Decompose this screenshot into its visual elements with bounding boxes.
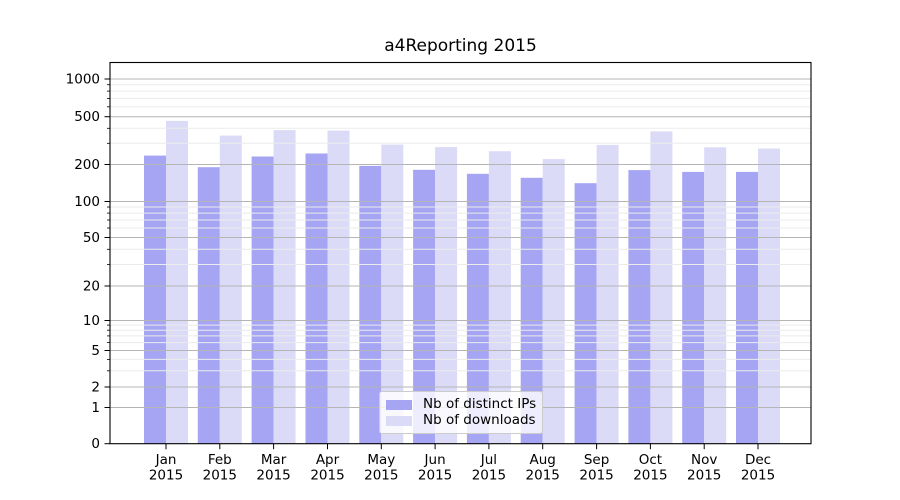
bar-nb-of-downloads-sep — [596, 144, 619, 444]
tick-label-x-jan: Jan — [155, 452, 177, 468]
bar-nb-of-downloads-apr — [327, 130, 350, 444]
bar-nb-of-distinct-ips-sep — [574, 183, 597, 444]
tick-label-x-mar: Mar — [261, 452, 287, 468]
bar-nb-of-distinct-ips-may — [359, 165, 382, 444]
chart-title: a4Reporting 2015 — [384, 36, 537, 56]
legend-label-downloads: Nb of downloads — [423, 412, 536, 428]
legend-label-distinct-ips: Nb of distinct IPs — [423, 396, 537, 412]
tick-label-y-0: 0 — [91, 436, 100, 452]
bar-nb-of-distinct-ips-oct — [628, 170, 651, 444]
bar-nb-of-distinct-ips-feb — [197, 167, 220, 444]
bar-nb-of-distinct-ips-jul — [466, 173, 489, 444]
bar-nb-of-distinct-ips-apr — [305, 153, 328, 444]
tick-label-x-apr-year: 2015 — [310, 468, 344, 484]
bar-nb-of-distinct-ips-jun — [413, 169, 436, 444]
tick-label-x-may-year: 2015 — [364, 468, 398, 484]
tick-label-x-sep-year: 2015 — [579, 468, 613, 484]
tick-label-x-aug-year: 2015 — [526, 468, 560, 484]
tick-label-x-sep: Sep — [584, 452, 609, 468]
legend: Nb of distinct IPs Nb of downloads — [379, 391, 543, 434]
tick-label-x-jun-year: 2015 — [418, 468, 452, 484]
legend-item-downloads: Nb of downloads — [386, 413, 536, 428]
bar-nb-of-downloads-feb — [219, 135, 242, 444]
tick-label-x-jul: Jul — [480, 452, 497, 468]
tick-label-x-nov-year: 2015 — [687, 468, 721, 484]
tick-label-x-oct-year: 2015 — [633, 468, 667, 484]
tick-label-x-nov: Nov — [691, 452, 717, 468]
tick-label-x-oct: Oct — [639, 452, 662, 468]
tick-label-x-feb-year: 2015 — [203, 468, 237, 484]
bar-nb-of-downloads-nov — [704, 147, 727, 444]
tick-label-y-20: 20 — [83, 279, 100, 295]
bar-nb-of-downloads-aug — [542, 159, 565, 444]
tick-label-x-mar-year: 2015 — [256, 468, 290, 484]
tick-label-x-dec-year: 2015 — [741, 468, 775, 484]
bar-nb-of-downloads-jan — [166, 120, 188, 444]
tick-label-x-jan-year: 2015 — [149, 468, 183, 484]
tick-label-y-500: 500 — [74, 109, 100, 125]
tick-label-x-feb: Feb — [208, 452, 232, 468]
bar-nb-of-distinct-ips-jan — [144, 155, 166, 444]
tick-label-y-1: 1 — [91, 400, 100, 416]
bar-nb-of-distinct-ips-nov — [682, 171, 705, 444]
tick-label-y-10: 10 — [83, 313, 100, 329]
bar-nb-of-downloads-mar — [273, 130, 296, 444]
bar-nb-of-downloads-oct — [650, 131, 673, 444]
tick-label-y-200: 200 — [74, 157, 100, 173]
bar-nb-of-distinct-ips-mar — [251, 156, 274, 444]
tick-label-x-jul-year: 2015 — [472, 468, 506, 484]
tick-label-x-may: May — [367, 452, 395, 468]
tick-label-y-5: 5 — [91, 343, 100, 359]
tick-label-x-dec: Dec — [745, 452, 771, 468]
legend-swatch-downloads — [386, 415, 412, 426]
tick-label-y-100: 100 — [74, 194, 100, 210]
bar-nb-of-distinct-ips-aug — [520, 177, 543, 444]
tick-label-x-apr: Apr — [316, 452, 340, 468]
bar-nb-of-downloads-may — [381, 144, 404, 444]
tick-label-x-jun: Jun — [424, 452, 446, 468]
legend-item-distinct-ips: Nb of distinct IPs — [386, 397, 536, 412]
bar-nb-of-distinct-ips-dec — [736, 171, 758, 444]
tick-label-y-50: 50 — [83, 230, 100, 246]
axes-spines — [109, 61, 812, 445]
bar-nb-of-downloads-dec — [758, 148, 780, 444]
legend-swatch-distinct-ips — [386, 399, 412, 410]
tick-label-x-aug: Aug — [530, 452, 556, 468]
tick-label-y-1000: 1000 — [66, 72, 100, 88]
bar-nb-of-downloads-jun — [435, 147, 458, 444]
tick-label-y-2: 2 — [91, 380, 100, 396]
